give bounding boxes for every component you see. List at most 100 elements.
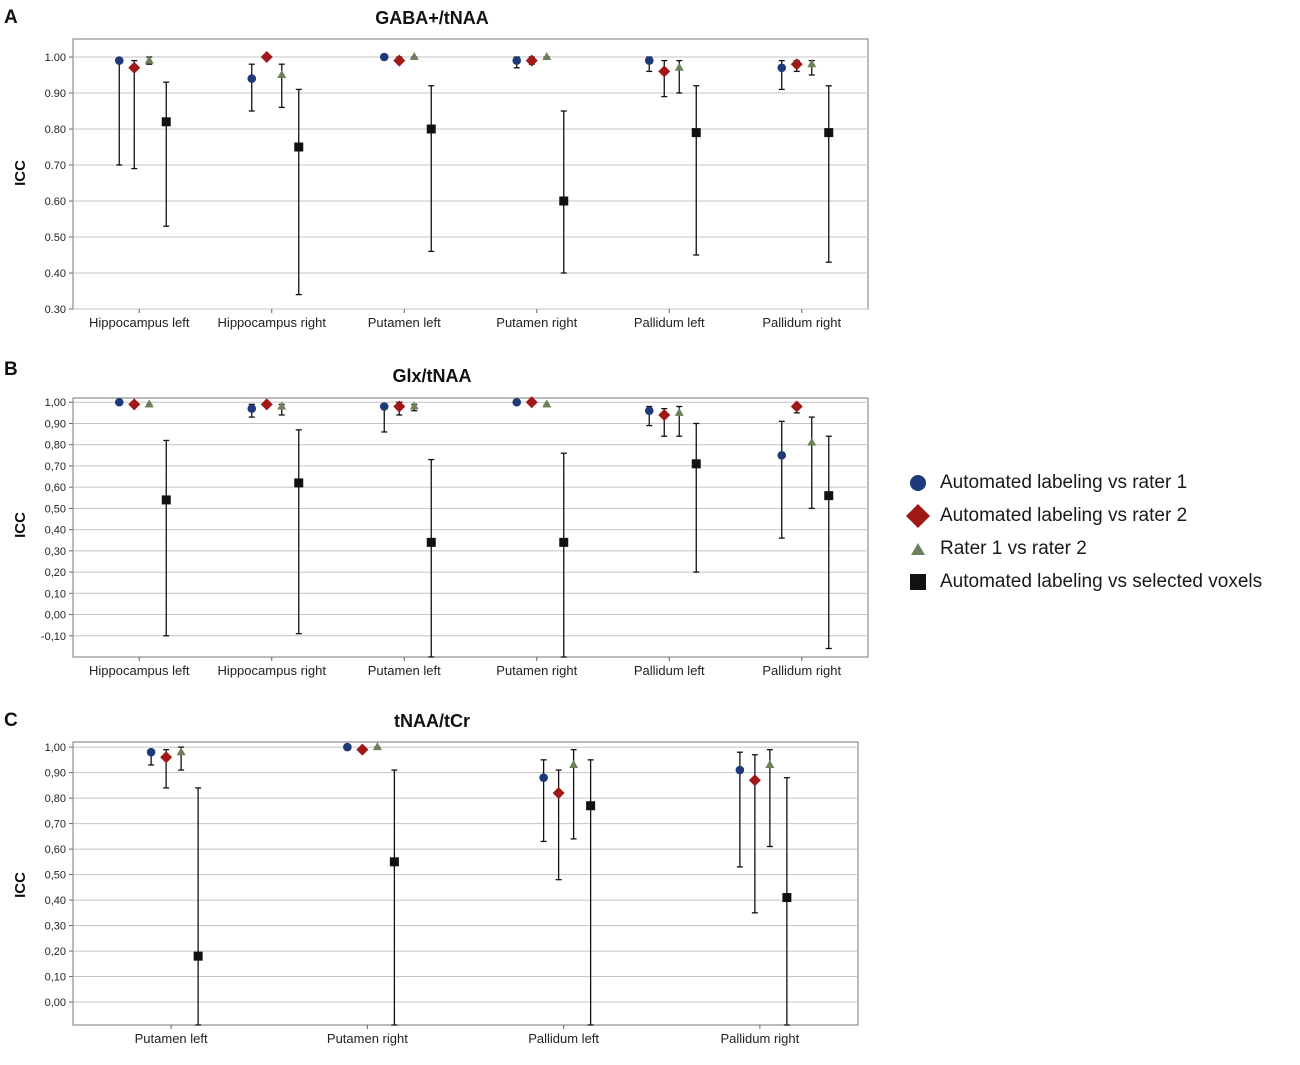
y-tick-label: 0.50 xyxy=(45,232,66,244)
y-tick-label: 0,60 xyxy=(45,482,66,494)
data-point-square xyxy=(586,801,596,811)
y-tick-label: 1,00 xyxy=(45,397,66,409)
legend-circle-icon xyxy=(905,472,931,494)
data-point-triangle xyxy=(674,407,684,416)
y-tick-label: 0,00 xyxy=(45,997,66,1009)
data-point-diamond xyxy=(260,51,273,63)
data-point-diamond xyxy=(552,786,565,799)
data-point-square xyxy=(824,128,834,138)
data-point-circle xyxy=(114,397,124,407)
data-point-circle xyxy=(735,765,745,775)
data-point-diamond xyxy=(128,61,141,74)
data-point-square xyxy=(294,142,304,152)
y-tick-label: 0,70 xyxy=(45,461,66,473)
data-point-triangle xyxy=(409,401,419,410)
x-tick-label: Pallidum left xyxy=(528,1031,599,1046)
data-point-diamond xyxy=(790,400,803,413)
x-tick-label: Pallidum right xyxy=(762,315,841,330)
data-point-circle xyxy=(644,56,654,65)
y-tick-label: 0,50 xyxy=(45,503,66,515)
data-point-diamond xyxy=(260,398,273,411)
y-tick-label: 0,40 xyxy=(45,525,66,537)
data-point-triangle xyxy=(144,399,154,408)
chart-title: GABA+/tNAA xyxy=(375,8,489,28)
data-point-square xyxy=(691,459,701,469)
legend-item-auto-vs-selected-voxels: Automated labeling vs selected voxels xyxy=(905,565,1262,598)
legend: Automated labeling vs rater 1 Automated … xyxy=(905,466,1262,598)
data-point-diamond xyxy=(160,751,173,764)
x-tick-label: Pallidum left xyxy=(634,663,705,678)
y-tick-label: 0,30 xyxy=(45,921,66,933)
data-point-circle xyxy=(343,742,352,752)
data-point-triangle xyxy=(807,59,817,68)
data-point-diamond xyxy=(128,398,141,411)
x-tick-label: Putamen right xyxy=(327,1031,408,1046)
legend-label: Rater 1 vs rater 2 xyxy=(940,537,1087,559)
legend-diamond-icon xyxy=(905,503,931,529)
x-tick-label: Putamen right xyxy=(496,663,577,678)
x-tick-label: Putamen left xyxy=(368,315,441,330)
y-tick-label: 0.90 xyxy=(45,88,66,100)
y-tick-label: 0.70 xyxy=(45,160,66,172)
data-point-circle xyxy=(539,773,548,782)
data-point-circle xyxy=(644,406,654,416)
y-tick-label: 0,10 xyxy=(45,588,66,600)
x-tick-label: Putamen left xyxy=(368,663,441,678)
x-tick-label: Hippocampus left xyxy=(89,663,190,678)
data-point-circle xyxy=(146,747,156,757)
data-point-triangle xyxy=(372,742,382,751)
data-point-triangle xyxy=(277,70,287,78)
data-point-circle xyxy=(777,63,787,73)
y-axis-label: ICC xyxy=(12,160,29,186)
data-point-diamond xyxy=(790,58,803,71)
legend-label: Automated labeling vs rater 2 xyxy=(940,504,1188,526)
x-tick-label: Hippocampus right xyxy=(218,663,327,678)
data-point-triangle xyxy=(674,62,684,71)
y-tick-label: 0,90 xyxy=(45,418,66,430)
data-point-circle xyxy=(777,451,787,460)
data-point-square xyxy=(782,893,792,903)
data-point-diamond xyxy=(748,774,761,787)
legend-item-auto-vs-rater1: Automated labeling vs rater 1 xyxy=(905,466,1262,499)
panel-a: A GABA+/tNAA ICC 0.30 0.40 0.50 0.60 0.70 0.80 0.… xyxy=(4,7,869,330)
panel-letter: B xyxy=(4,359,18,380)
data-point-square xyxy=(389,857,399,867)
y-axis-label: ICC xyxy=(12,872,29,898)
data-point-square xyxy=(824,491,834,501)
legend-item-auto-vs-rater2: Automated labeling vs rater 2 xyxy=(905,499,1262,532)
data-point-square xyxy=(161,117,171,127)
data-point-diamond xyxy=(658,65,671,78)
legend-item-rater1-vs-rater2: Rater 1 vs rater 2 xyxy=(905,532,1262,565)
legend-square-icon xyxy=(905,572,931,592)
plot-area xyxy=(72,741,859,1026)
x-tick-label: Putamen left xyxy=(135,1031,208,1046)
y-tick-label: 0,70 xyxy=(45,819,66,831)
y-tick-label: 0,40 xyxy=(45,895,66,907)
x-tick-label: Hippocampus left xyxy=(89,315,190,330)
y-tick-label: 1.00 xyxy=(45,52,66,64)
data-point-diamond xyxy=(658,408,671,421)
y-tick-label: 0,20 xyxy=(45,567,66,579)
data-point-diamond xyxy=(393,400,406,413)
data-point-square xyxy=(193,951,203,961)
data-point-triangle xyxy=(765,759,775,768)
y-tick-label: 0.30 xyxy=(45,304,66,316)
x-tick-label: Pallidum right xyxy=(720,1031,799,1046)
data-point-circle xyxy=(114,56,124,65)
data-point-triangle xyxy=(409,52,419,60)
legend-triangle-icon xyxy=(905,540,931,558)
chart-title: tNAA/tCr xyxy=(394,711,470,731)
y-tick-label: 0,00 xyxy=(45,610,66,622)
data-point-diamond xyxy=(525,54,538,67)
data-point-triangle xyxy=(542,399,552,408)
data-point-triangle xyxy=(807,437,817,446)
y-tick-label: 0.80 xyxy=(45,124,66,136)
panel-letter: A xyxy=(4,7,18,28)
x-tick-label: Hippocampus right xyxy=(218,315,327,330)
x-tick-label: Pallidum left xyxy=(634,315,705,330)
data-point-triangle xyxy=(176,747,186,756)
plot-area xyxy=(72,397,869,658)
y-axis-label: ICC xyxy=(12,512,29,538)
